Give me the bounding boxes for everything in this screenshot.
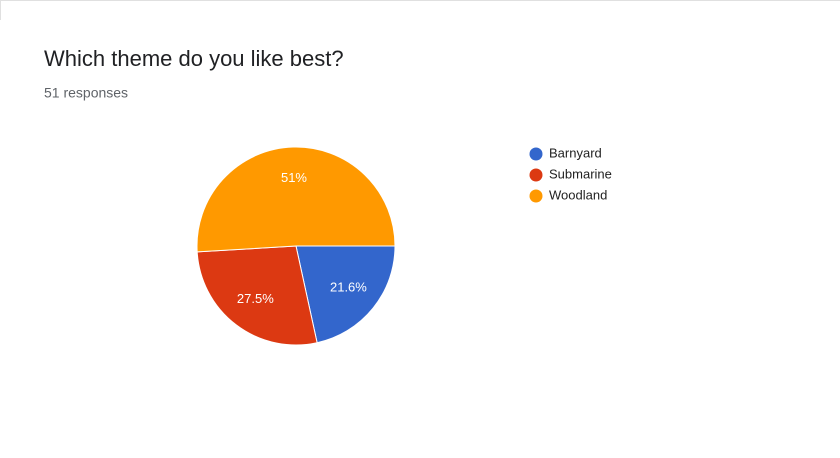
legend-swatch — [529, 189, 543, 203]
chart-title: Which theme do you like best? — [44, 46, 344, 71]
chart-subtitle: 51 responses — [44, 85, 128, 101]
legend-label: Submarine — [549, 166, 612, 181]
pie-slice — [196, 146, 396, 253]
pie: 21.6% 27.5% 51% — [196, 146, 396, 346]
legend-label: Woodland — [549, 187, 607, 202]
legend: Barnyard Submarine Woodland — [529, 145, 612, 203]
legend-swatch — [529, 147, 543, 161]
pie-slice — [196, 245, 318, 346]
slice-label: 51% — [281, 170, 307, 185]
legend-swatch — [529, 168, 543, 182]
slice-label: 27.5% — [237, 291, 274, 306]
slice-label: 21.6% — [330, 280, 367, 295]
legend-label: Barnyard — [549, 145, 602, 160]
pie-slice — [295, 245, 396, 344]
